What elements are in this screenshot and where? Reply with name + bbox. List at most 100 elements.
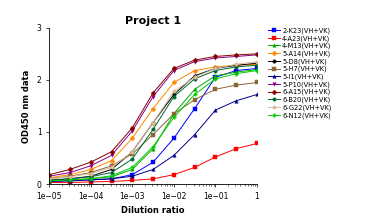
5-A14(VH+VK) bbox=[213, 65, 218, 68]
6-N12(VH+VK) bbox=[151, 145, 155, 148]
6-B20(VH+VK) bbox=[234, 65, 239, 68]
5-P10(VH+VK) bbox=[151, 95, 155, 98]
6-N12(VH+VK) bbox=[172, 116, 176, 119]
2-K23(VH+VK) bbox=[255, 67, 259, 70]
6-A15(VH+VK) bbox=[47, 173, 51, 176]
5-I1(VH+VK) bbox=[47, 180, 51, 183]
Line: 6-N12(VH+VK): 6-N12(VH+VK) bbox=[47, 69, 259, 183]
5-I1(VH+VK) bbox=[234, 100, 239, 102]
4-A23(VH+VK) bbox=[255, 142, 259, 145]
Line: 6-G22(VH+VK): 6-G22(VH+VK) bbox=[47, 60, 259, 181]
5-A14(VH+VK) bbox=[172, 81, 176, 84]
6-A15(VH+VK) bbox=[151, 92, 155, 94]
6-G22(VH+VK) bbox=[213, 67, 218, 70]
4-M13(VH+VK) bbox=[109, 175, 114, 178]
5-I1(VH+VK) bbox=[88, 179, 93, 181]
2-K23(VH+VK) bbox=[47, 180, 51, 183]
6-A15(VH+VK) bbox=[68, 168, 72, 171]
4-A23(VH+VK) bbox=[151, 178, 155, 180]
5-P10(VH+VK) bbox=[88, 165, 93, 167]
4-M13(VH+VK) bbox=[130, 168, 135, 171]
6-A15(VH+VK) bbox=[192, 59, 197, 61]
5-H7(VH+VK) bbox=[234, 84, 239, 86]
5-A14(VH+VK) bbox=[47, 177, 51, 179]
5-P10(VH+VK) bbox=[192, 60, 197, 63]
Line: 4-M13(VH+VK): 4-M13(VH+VK) bbox=[47, 68, 259, 183]
2-K23(VH+VK) bbox=[172, 137, 176, 140]
6-B20(VH+VK) bbox=[109, 171, 114, 174]
Line: 6-A15(VH+VK): 6-A15(VH+VK) bbox=[47, 52, 259, 176]
5-H7(VH+VK) bbox=[47, 178, 51, 180]
5-D8(VH+VK) bbox=[151, 121, 155, 124]
5-A14(VH+VK) bbox=[192, 69, 197, 72]
5-D8(VH+VK) bbox=[172, 93, 176, 96]
6-B20(VH+VK) bbox=[213, 69, 218, 72]
5-I1(VH+VK) bbox=[172, 154, 176, 157]
6-A15(VH+VK) bbox=[109, 150, 114, 153]
Title: Project 1: Project 1 bbox=[125, 16, 181, 26]
6-G22(VH+VK) bbox=[88, 172, 93, 175]
Line: 5-D8(VH+VK): 5-D8(VH+VK) bbox=[47, 61, 259, 182]
4-M13(VH+VK) bbox=[151, 147, 155, 150]
4-M13(VH+VK) bbox=[213, 74, 218, 77]
5-P10(VH+VK) bbox=[255, 54, 259, 56]
6-N12(VH+VK) bbox=[255, 69, 259, 72]
5-H7(VH+VK) bbox=[172, 113, 176, 115]
2-K23(VH+VK) bbox=[68, 179, 72, 182]
4-A23(VH+VK) bbox=[88, 181, 93, 183]
5-H7(VH+VK) bbox=[192, 98, 197, 101]
5-I1(VH+VK) bbox=[255, 93, 259, 96]
5-D8(VH+VK) bbox=[255, 62, 259, 64]
5-P10(VH+VK) bbox=[172, 69, 176, 72]
5-D8(VH+VK) bbox=[68, 178, 72, 180]
5-D8(VH+VK) bbox=[192, 74, 197, 77]
6-G22(VH+VK) bbox=[68, 175, 72, 178]
5-A14(VH+VK) bbox=[130, 137, 135, 140]
6-N12(VH+VK) bbox=[130, 166, 135, 169]
5-D8(VH+VK) bbox=[109, 168, 114, 171]
6-G22(VH+VK) bbox=[151, 121, 155, 124]
5-I1(VH+VK) bbox=[151, 168, 155, 171]
5-A14(VH+VK) bbox=[68, 173, 72, 176]
4-M13(VH+VK) bbox=[234, 71, 239, 73]
6-B20(VH+VK) bbox=[68, 178, 72, 180]
2-K23(VH+VK) bbox=[109, 178, 114, 180]
6-N12(VH+VK) bbox=[213, 77, 218, 80]
4-A23(VH+VK) bbox=[109, 180, 114, 183]
Line: 2-K23(VH+VK): 2-K23(VH+VK) bbox=[47, 67, 259, 183]
5-H7(VH+VK) bbox=[151, 133, 155, 136]
5-A14(VH+VK) bbox=[88, 168, 93, 171]
6-B20(VH+VK) bbox=[255, 64, 259, 67]
2-K23(VH+VK) bbox=[213, 76, 218, 79]
6-N12(VH+VK) bbox=[68, 179, 72, 181]
6-N12(VH+VK) bbox=[234, 72, 239, 75]
5-I1(VH+VK) bbox=[213, 109, 218, 111]
6-N12(VH+VK) bbox=[47, 180, 51, 182]
6-B20(VH+VK) bbox=[130, 158, 135, 160]
5-D8(VH+VK) bbox=[213, 67, 218, 70]
5-D8(VH+VK) bbox=[234, 64, 239, 67]
6-G22(VH+VK) bbox=[255, 60, 259, 63]
5-H7(VH+VK) bbox=[255, 81, 259, 84]
6-A15(VH+VK) bbox=[234, 54, 239, 56]
6-G22(VH+VK) bbox=[109, 166, 114, 169]
4-A23(VH+VK) bbox=[130, 179, 135, 182]
5-D8(VH+VK) bbox=[47, 179, 51, 182]
4-M13(VH+VK) bbox=[88, 178, 93, 180]
4-A23(VH+VK) bbox=[192, 166, 197, 169]
4-M13(VH+VK) bbox=[255, 68, 259, 71]
6-A15(VH+VK) bbox=[130, 126, 135, 129]
2-K23(VH+VK) bbox=[88, 179, 93, 181]
5-P10(VH+VK) bbox=[47, 175, 51, 178]
6-B20(VH+VK) bbox=[151, 128, 155, 131]
4-A23(VH+VK) bbox=[47, 181, 51, 184]
6-B20(VH+VK) bbox=[88, 175, 93, 178]
Y-axis label: OD450 nm data: OD450 nm data bbox=[22, 69, 31, 143]
6-N12(VH+VK) bbox=[88, 178, 93, 180]
6-A15(VH+VK) bbox=[213, 55, 218, 58]
6-N12(VH+VK) bbox=[109, 174, 114, 177]
4-M13(VH+VK) bbox=[68, 179, 72, 181]
5-A14(VH+VK) bbox=[151, 107, 155, 110]
2-K23(VH+VK) bbox=[192, 107, 197, 110]
6-G22(VH+VK) bbox=[130, 150, 135, 153]
